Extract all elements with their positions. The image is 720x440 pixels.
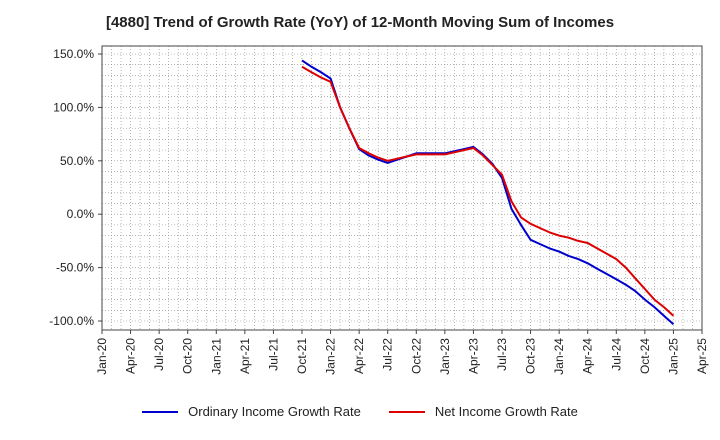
legend-label-net: Net Income Growth Rate — [434, 404, 578, 419]
legend: Ordinary Income Growth Rate Net Income G… — [0, 404, 720, 419]
x-tick-label: Jul-22 — [381, 338, 395, 371]
y-tick-label: 100.0% — [53, 100, 94, 114]
x-tick-label: Apr-22 — [352, 338, 366, 374]
chart-title: [4880] Trend of Growth Rate (YoY) of 12-… — [105, 14, 615, 31]
y-tick-label: -50.0% — [56, 261, 94, 275]
plot-border — [101, 45, 703, 331]
x-tick-label: Oct-21 — [295, 338, 309, 374]
x-tick-label: Oct-23 — [524, 338, 538, 374]
x-tick-label: Jul-20 — [152, 338, 166, 371]
x-tick-label: Jul-23 — [495, 338, 509, 371]
y-tick-label: 150.0% — [53, 47, 94, 61]
y-tick-label: 50.0% — [60, 154, 94, 168]
x-tick-label: Apr-23 — [466, 338, 480, 374]
x-axis: Jan-20 Apr-20 Jul-20 Oct-20 Jan-21 Apr-21 Jul-… — [95, 330, 709, 375]
series-lines — [301, 59, 675, 325]
x-tick-label: Jul-21 — [266, 338, 280, 371]
y-tick-label: 0.0% — [67, 207, 95, 221]
x-tick-label: Jan-20 — [95, 338, 109, 375]
series-line-net-income — [301, 65, 675, 317]
x-tick-label: Oct-20 — [181, 338, 195, 374]
x-tick-label: Apr-21 — [238, 338, 252, 374]
x-tick-label: Jan-23 — [438, 338, 452, 375]
x-tick-label: Oct-22 — [409, 338, 423, 374]
x-tick-label: Apr-24 — [581, 338, 595, 374]
grid-lines — [101, 46, 703, 330]
x-tick-label: Oct-24 — [638, 338, 652, 374]
plot-frame — [101, 45, 703, 331]
x-tick-label: Jan-21 — [209, 338, 223, 375]
y-axis: 150.0% 100.0% 50.0% 0.0% -50.0% -100.0% — [49, 47, 102, 328]
x-tick-label: Jan-25 — [666, 338, 680, 375]
series-line-ordinary-income — [301, 59, 675, 325]
legend-swatch-net — [388, 410, 425, 413]
y-tick-label: -100.0% — [49, 314, 94, 328]
legend-label-ordinary: Ordinary Income Growth Rate — [188, 404, 361, 419]
x-tick-label: Jan-22 — [324, 338, 338, 375]
x-tick-label: Apr-25 — [695, 338, 709, 374]
x-tick-label: Jan-24 — [552, 338, 566, 375]
legend-item-ordinary: Ordinary Income Growth Rate — [142, 404, 361, 419]
x-tick-label: Jul-24 — [609, 338, 623, 371]
legend-item-net: Net Income Growth Rate — [388, 404, 578, 419]
x-tick-label: Apr-20 — [124, 338, 138, 374]
legend-swatch-ordinary — [142, 410, 179, 413]
